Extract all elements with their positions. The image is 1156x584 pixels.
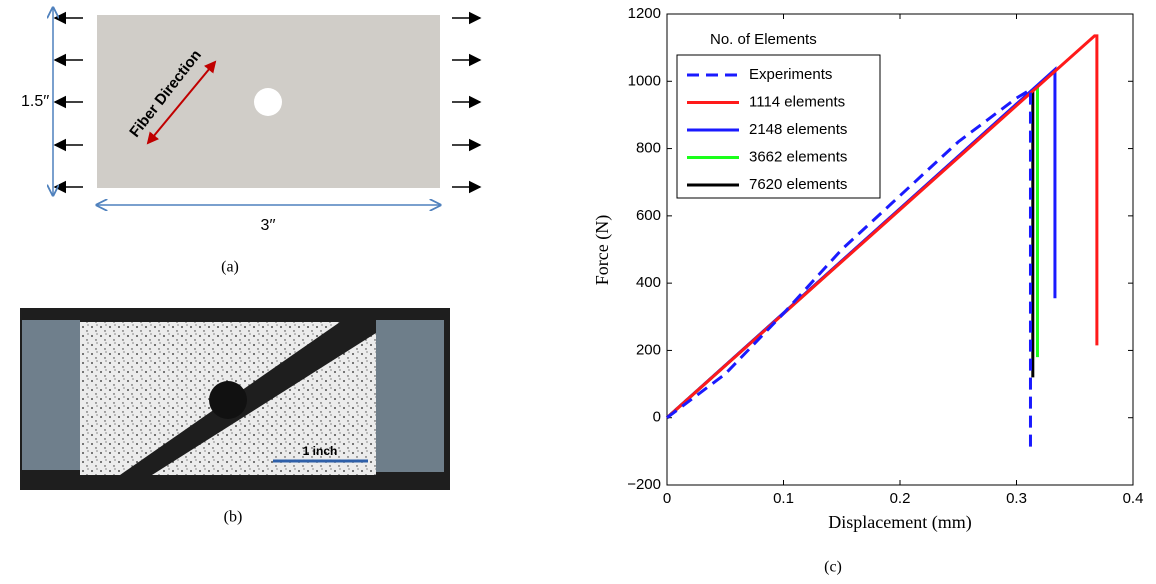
legend-title: No. of Elements bbox=[710, 31, 817, 48]
y-tick-label: 800 bbox=[636, 140, 661, 157]
y-tick-label: 0 bbox=[653, 409, 661, 426]
y-tick-label: 200 bbox=[636, 341, 661, 358]
left-grip bbox=[22, 320, 80, 470]
legend-label: 1114 elements bbox=[749, 93, 845, 110]
y-tick-label: 400 bbox=[636, 274, 661, 291]
right-grip bbox=[376, 320, 444, 472]
x-tick-label: 0 bbox=[663, 490, 671, 507]
y-tick-label: 1000 bbox=[628, 72, 661, 89]
legend-label: 7620 elements bbox=[749, 176, 847, 193]
y-tick-label: 1200 bbox=[628, 5, 661, 22]
hole bbox=[209, 381, 247, 419]
caption: (a) bbox=[221, 259, 239, 276]
fiber-arrow bbox=[146, 60, 217, 145]
hole bbox=[254, 88, 282, 116]
panel-b: 1 inch (b) bbox=[20, 308, 450, 526]
y-tick-label: 600 bbox=[636, 207, 661, 224]
x-tick-label: 0.4 bbox=[1123, 490, 1144, 507]
y-tick-label: −200 bbox=[627, 476, 661, 493]
width-label: 3′′ bbox=[261, 217, 276, 234]
x-tick-label: 0.2 bbox=[890, 490, 911, 507]
legend-box bbox=[676, 54, 881, 199]
caption: (c) bbox=[824, 559, 842, 576]
legend-label: 2148 elements bbox=[749, 121, 847, 138]
crack-band bbox=[120, 322, 376, 475]
x-tick-label: 0.3 bbox=[1006, 490, 1027, 507]
height-label: 1.5′′ bbox=[21, 93, 49, 110]
panel-a: 1.5′′ 3′′ Fiber Direction (a) bbox=[21, 8, 482, 276]
y-axis-label: Force (N) bbox=[592, 215, 613, 285]
legend-label: 3662 elements bbox=[749, 148, 847, 165]
caption: (b) bbox=[224, 509, 243, 526]
scale-label: 1 inch bbox=[303, 444, 338, 458]
x-tick-label: 0.1 bbox=[773, 490, 794, 507]
panel-c: Displacement (mm) Force (N) (c) −2000200… bbox=[592, 5, 1143, 576]
series-line bbox=[666, 87, 1032, 452]
series-line bbox=[666, 34, 1099, 419]
legend-label: Experiments bbox=[749, 66, 832, 83]
x-axis-label: Displacement (mm) bbox=[828, 512, 971, 533]
load-arrows bbox=[53, 11, 482, 194]
